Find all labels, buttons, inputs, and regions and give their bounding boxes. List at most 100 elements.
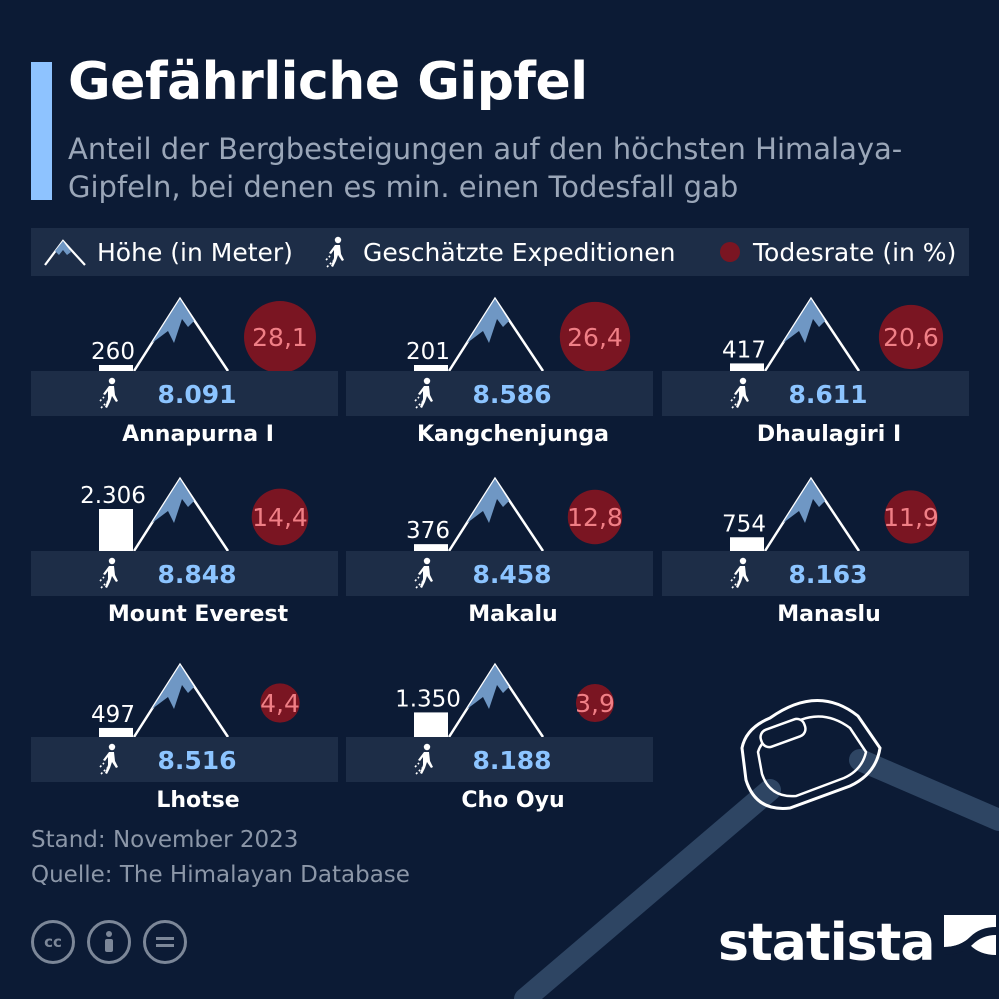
mountain-icon — [132, 662, 230, 738]
hiker-icon — [730, 377, 749, 409]
info-panel — [346, 371, 653, 416]
legend-height-label: Höhe (in Meter) — [97, 237, 293, 267]
expeditions-bar — [730, 537, 764, 551]
height-label: 8.611 — [788, 380, 867, 409]
hiker-icon — [414, 743, 433, 775]
legend-height: Höhe (in Meter) — [41, 228, 293, 276]
info-panel — [31, 737, 338, 782]
deathrate-label: 11,9 — [883, 503, 939, 532]
height-label: 8.458 — [472, 560, 551, 589]
mountain-card: 260 28,1 8.091 Annapurna I — [31, 296, 338, 447]
hiker-icon — [414, 377, 433, 409]
deathrate-circle — [884, 490, 938, 544]
expeditions-bar — [414, 712, 448, 737]
hiker-icon — [99, 743, 118, 775]
hiker-icon — [323, 236, 349, 268]
hiker-icon — [99, 557, 118, 589]
deathrate-circle — [567, 489, 623, 545]
mountain-icon — [447, 662, 545, 738]
deathrate-label: 3,9 — [575, 689, 615, 718]
mountain-name: Cho Oyu — [461, 788, 564, 813]
deathrate-label: 14,4 — [252, 503, 308, 532]
mountain-name: Makalu — [468, 602, 557, 627]
legend-expeditions: Geschätzte Expeditionen — [323, 228, 676, 276]
deathrate-label: 4,4 — [260, 689, 300, 718]
info-panel — [346, 737, 653, 782]
mountain-name: Mount Everest — [108, 602, 289, 627]
mountain-icon — [447, 476, 545, 552]
mountain-card: 201 26,4 8.586 Kangchenjunga — [346, 296, 653, 447]
statista-logo[interactable]: statista — [718, 913, 997, 973]
page-subtitle: Anteil der Bergbesteigungen auf den höch… — [68, 132, 903, 204]
deathrate-label: 20,6 — [883, 323, 939, 352]
mountain-icon — [132, 476, 230, 552]
mountain-card: 376 12,8 8.458 Makalu — [346, 476, 653, 627]
deathrate-circle — [260, 683, 300, 723]
legend: Höhe (in Meter) Geschätzte Expeditionen … — [31, 228, 969, 276]
expeditions-label: 260 — [91, 339, 135, 365]
cc-icon[interactable]: cc — [31, 920, 75, 964]
mountain-card: 2.306 14,4 8.848 Mount Everest — [31, 476, 338, 627]
height-label: 8.188 — [472, 746, 551, 775]
info-panel — [662, 371, 969, 416]
expeditions-bar — [99, 365, 133, 371]
mountain-name: Manaslu — [777, 602, 881, 627]
expeditions-bar — [414, 544, 448, 551]
mountain-name: Lhotse — [156, 788, 239, 813]
legend-deathrate: Todesrate (in %) — [719, 228, 956, 276]
mountain-name: Kangchenjunga — [417, 422, 609, 447]
deathrate-circle — [251, 488, 309, 546]
expeditions-label: 417 — [722, 337, 766, 363]
footer-stand: Stand: November 2023 — [31, 827, 299, 853]
deathrate-label: 26,4 — [567, 323, 623, 352]
mountain-name: Annapurna I — [122, 422, 274, 447]
page-title: Gefährliche Gipfel — [68, 52, 588, 112]
footer-source: Quelle: The Himalayan Database — [31, 862, 410, 888]
height-label: 8.091 — [157, 380, 236, 409]
expeditions-label: 201 — [406, 339, 450, 365]
title-accent-bar — [31, 62, 52, 200]
license-icons: cc — [31, 920, 187, 964]
hiker-icon — [730, 557, 749, 589]
mountain-card: 497 4,4 8.516 Lhotse — [31, 662, 338, 813]
mountain-name: Dhaulagiri I — [757, 422, 901, 447]
mountain-icon — [132, 296, 230, 372]
height-label: 8.848 — [157, 560, 236, 589]
height-label: 8.163 — [788, 560, 867, 589]
by-icon[interactable] — [87, 920, 131, 964]
deathrate-circle — [575, 683, 615, 723]
expeditions-label: 376 — [406, 518, 450, 544]
legend-expeditions-label: Geschätzte Expeditionen — [363, 237, 676, 267]
expeditions-bar — [99, 509, 133, 551]
mountain-card: 417 20,6 8.611 Dhaulagiri I — [662, 296, 969, 447]
carabiner-illustration — [514, 699, 999, 999]
info-panel — [662, 551, 969, 596]
hiker-icon — [99, 377, 118, 409]
nd-icon[interactable] — [143, 920, 187, 964]
info-panel — [31, 371, 338, 416]
expeditions-label: 1.350 — [395, 686, 461, 712]
expeditions-bar — [730, 363, 764, 371]
expeditions-bar — [414, 365, 448, 371]
mountain-icon — [763, 296, 861, 372]
deathrate-circle — [244, 301, 316, 373]
deathrate-label: 28,1 — [252, 323, 308, 352]
death-dot-icon — [719, 241, 741, 263]
expeditions-bar — [99, 727, 133, 737]
mountain-icon — [447, 296, 545, 372]
deathrate-label: 12,8 — [567, 503, 623, 532]
expeditions-label: 497 — [91, 702, 135, 728]
mountain-card: 1.350 3,9 8.188 Cho Oyu — [346, 662, 653, 813]
height-label: 8.586 — [472, 380, 551, 409]
expeditions-label: 2.306 — [80, 483, 146, 509]
info-panel — [346, 551, 653, 596]
deathrate-circle — [878, 304, 944, 370]
mountain-icon — [763, 476, 861, 552]
info-panel — [31, 551, 338, 596]
statista-logo-icon — [944, 915, 997, 971]
mountain-icon — [41, 237, 89, 267]
legend-deathrate-label: Todesrate (in %) — [753, 237, 957, 267]
height-label: 8.516 — [157, 746, 236, 775]
deathrate-circle — [559, 301, 631, 373]
